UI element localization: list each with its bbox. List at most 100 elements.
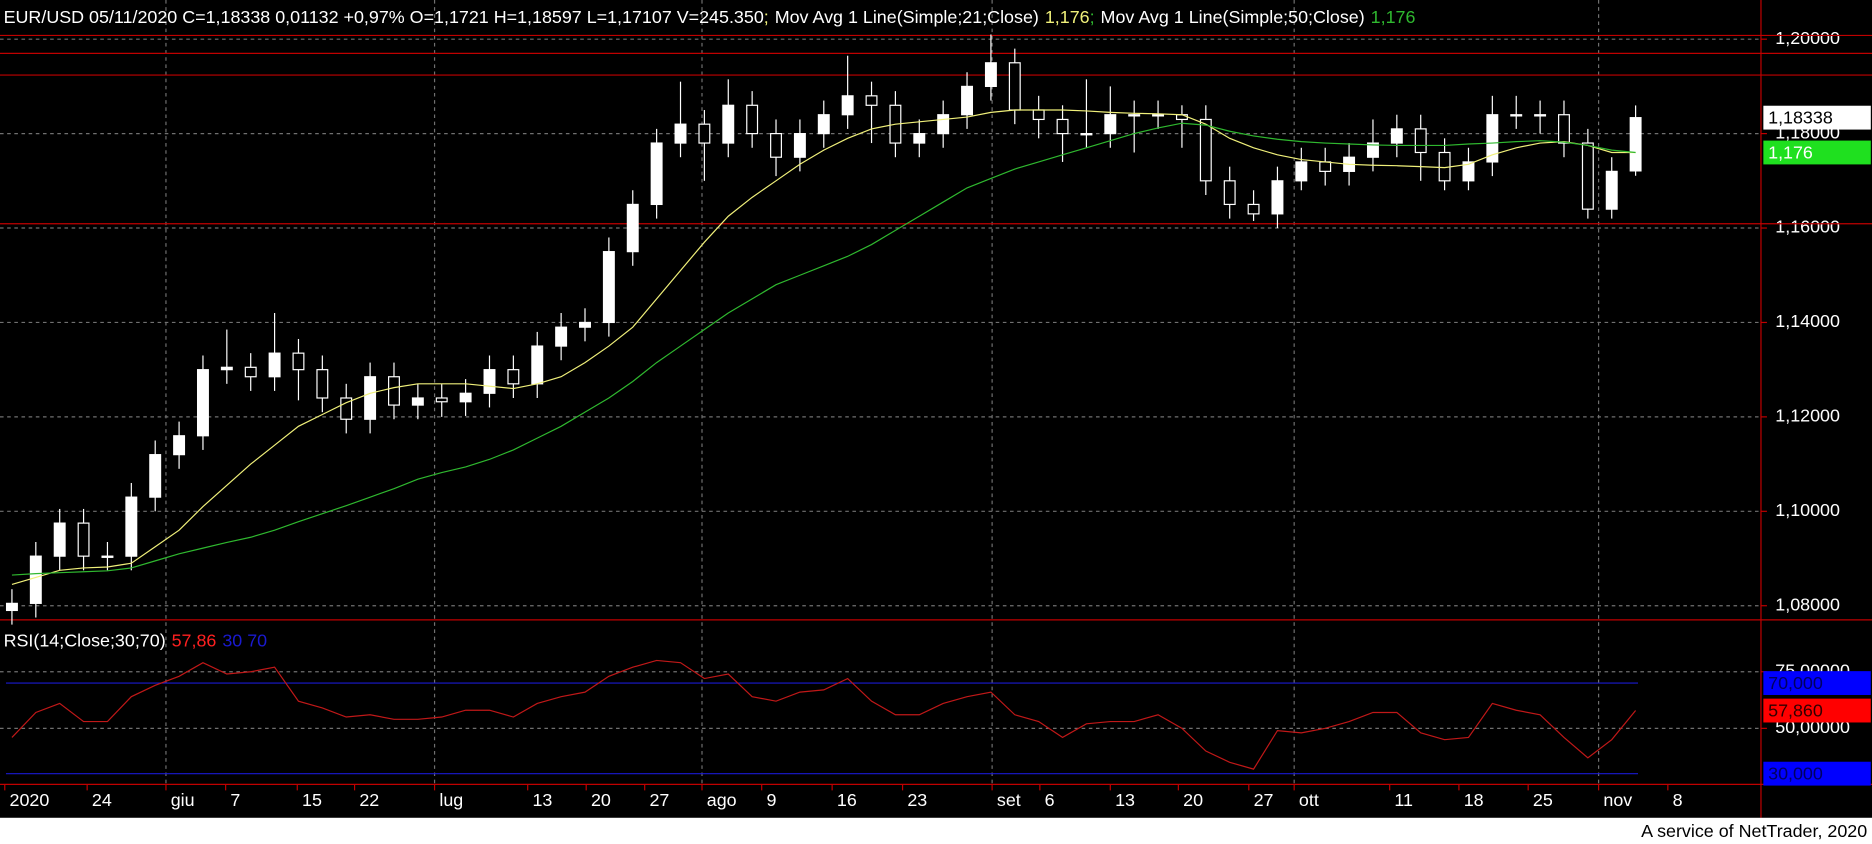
candle-body — [865, 95, 878, 106]
candle-body — [1462, 161, 1475, 182]
candle-body — [1390, 128, 1403, 144]
value-box-label: 1,18338 — [1768, 108, 1833, 128]
x-tick-label: 11 — [1394, 790, 1413, 810]
candle-body — [1223, 180, 1236, 206]
x-tick-label: 24 — [92, 790, 112, 810]
candle-body — [531, 345, 544, 385]
candle-body — [1175, 114, 1188, 121]
candle-body — [1295, 161, 1308, 182]
chart-header: EUR/USD 05/11/2020 C=1,18338 0,01132 +0,… — [4, 7, 1416, 27]
x-tick-label: lug — [439, 790, 463, 810]
candle-body — [793, 133, 806, 158]
candle-body — [5, 602, 18, 612]
candle-body — [770, 133, 782, 158]
value-box — [1763, 671, 1871, 695]
legend-bands: 30 70 — [222, 630, 267, 650]
candle-body — [388, 376, 400, 406]
candle-body — [483, 369, 496, 394]
candle-body — [555, 326, 568, 347]
candle-body — [1080, 133, 1093, 136]
x-tick-label: 8 — [1673, 790, 1683, 810]
candle-body — [364, 376, 377, 420]
x-tick-label: giu — [171, 790, 195, 810]
candle-body — [1486, 114, 1499, 163]
x-tick-label: 13 — [1115, 790, 1135, 810]
candle-body — [579, 321, 591, 328]
candle-body — [196, 369, 209, 437]
y-tick-label: 1,10000 — [1775, 500, 1840, 520]
candle-body — [626, 203, 639, 253]
candle-body — [961, 85, 974, 116]
x-tick-label: 25 — [1533, 790, 1553, 810]
legend-separator: ; — [764, 7, 769, 27]
candle-body — [411, 397, 424, 406]
y-tick-label: 1,08000 — [1775, 594, 1840, 614]
x-tick-label: nov — [1603, 790, 1632, 810]
candle-body — [1414, 128, 1427, 154]
value-box-label: 30,000 — [1768, 764, 1823, 784]
candle-body — [722, 104, 735, 144]
candle-body — [1510, 114, 1523, 117]
candle-body — [746, 104, 759, 135]
legend-name: Mov Avg 1 Line(Simple;21;Close) — [775, 7, 1039, 27]
moving-average-line — [11, 109, 1636, 586]
candle-body — [1271, 180, 1284, 215]
candle-body — [650, 142, 663, 206]
candle-body — [53, 522, 66, 557]
x-tick-label: 9 — [766, 790, 776, 810]
value-box — [1763, 140, 1871, 165]
x-tick-label: 6 — [1045, 790, 1055, 810]
candle-body — [1008, 62, 1021, 111]
y-tick-label: 1,20000 — [1775, 28, 1840, 48]
candle-body — [1629, 117, 1642, 172]
candle-body — [1032, 109, 1045, 121]
candle-body — [220, 366, 233, 371]
candle-body — [29, 555, 42, 604]
x-tick-label: 18 — [1464, 790, 1484, 810]
candle-body — [602, 251, 615, 324]
candle-body — [292, 352, 305, 371]
legend-name: RSI(14;Close;30;70) — [4, 630, 166, 650]
x-tick-label: 15 — [302, 790, 322, 810]
x-tick-label: 7 — [230, 790, 240, 810]
x-tick-label: 13 — [532, 790, 552, 810]
y-tick-label: 1,14000 — [1775, 311, 1840, 331]
candle-body — [268, 352, 281, 378]
candle-body — [1319, 161, 1332, 172]
x-tick-label: 23 — [907, 790, 927, 810]
candle-body — [817, 114, 830, 135]
candle-body — [1056, 118, 1069, 135]
candle-body — [125, 496, 138, 557]
candle-body — [1581, 142, 1594, 210]
value-box-label: 57,860 — [1768, 700, 1823, 720]
legend-value: 1,176 — [1045, 7, 1090, 27]
value-box — [1763, 105, 1871, 130]
candle-body — [1104, 114, 1117, 135]
rsi-line — [11, 659, 1637, 770]
y-tick-label: 1,16000 — [1775, 217, 1840, 237]
x-tick-label: 2020 — [10, 790, 50, 810]
x-tick-label: 20 — [1183, 790, 1203, 810]
x-tick-label: 22 — [359, 790, 379, 810]
candle-body — [674, 123, 687, 144]
x-tick-label: 16 — [837, 790, 857, 810]
legend-separator: ; — [1090, 7, 1095, 27]
candle-body — [698, 123, 711, 144]
footer-text: A service of NetTrader, 2020 — [1641, 821, 1867, 841]
candle-body — [1247, 203, 1260, 215]
candle-body — [1152, 114, 1165, 117]
x-tick-label: 20 — [591, 790, 611, 810]
legend-name: Mov Avg 1 Line(Simple;50;Close) — [1101, 7, 1365, 27]
candle-body — [101, 555, 114, 558]
candle-body — [984, 62, 997, 87]
candle-body — [149, 454, 162, 498]
x-tick-label: ago — [707, 790, 737, 810]
y-tick-label: 1,12000 — [1775, 406, 1840, 426]
value-box — [1763, 761, 1871, 786]
candle-body — [1199, 118, 1212, 182]
legend-value: 1,176 — [1371, 7, 1416, 27]
candle-body — [435, 397, 448, 403]
x-tick-label: set — [997, 790, 1021, 810]
